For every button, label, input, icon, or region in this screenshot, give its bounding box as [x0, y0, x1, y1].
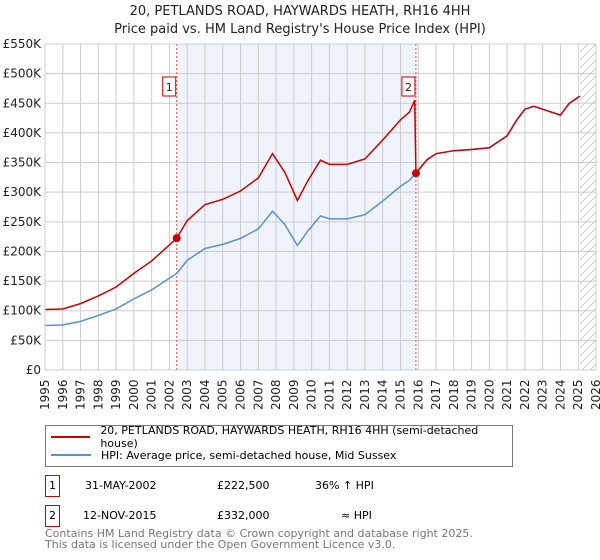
x-tick-label: 2007	[251, 379, 265, 410]
x-tick-label: 1997	[74, 379, 88, 410]
x-tick-label: 2025	[571, 379, 585, 410]
y-tick-label: £350K	[3, 156, 43, 170]
y-tick-label: £250K	[3, 215, 43, 229]
price-line	[44, 95, 581, 311]
x-tick-label: 2026	[589, 379, 600, 410]
footer-line: This data is licensed under the Open Gov…	[45, 538, 396, 551]
y-tick-label: £300K	[3, 185, 43, 199]
x-tick-label: 2003	[180, 379, 194, 410]
x-tick-label: 2016	[411, 379, 425, 410]
transaction-row: 1 31-MAY-2002 £222,500 36% ↑ HPI	[45, 475, 545, 497]
transaction-badge: 2	[45, 505, 60, 527]
x-tick-label: 2002	[162, 379, 176, 410]
x-tick-label: 1998	[91, 379, 105, 410]
x-tick-label: 2020	[482, 379, 496, 410]
forecast-hatch	[580, 44, 596, 370]
y-tick-label: £550K	[3, 37, 43, 51]
transaction-badge: 1	[45, 475, 60, 497]
owned-period-shade	[176, 44, 416, 370]
transaction-hpi: ≈ HPI	[341, 509, 372, 522]
x-tick-label: 2023	[536, 379, 550, 410]
footer-line: Contains HM Land Registry data © Crown c…	[45, 527, 473, 540]
legend-swatch-price	[51, 436, 91, 438]
x-tick-label: 2005	[216, 379, 230, 410]
x-tick-label: 1999	[109, 379, 123, 410]
y-tick-label: £0	[26, 363, 41, 377]
legend-label-price: 20, PETLANDS ROAD, HAYWARDS HEATH, RH16 …	[100, 424, 479, 450]
y-tick-label: £50K	[10, 333, 42, 347]
footer: Contains HM Land Registry data © Crown c…	[45, 528, 473, 550]
legend: 20, PETLANDS ROAD, HAYWARDS HEATH, RH16 …	[45, 424, 513, 467]
annotation-box	[162, 76, 177, 97]
y-tick-label: £150K	[3, 274, 43, 288]
transaction-date: 31-MAY-2002	[85, 479, 157, 492]
x-tick-label: 2010	[305, 379, 319, 410]
transaction-price: £332,000	[217, 509, 270, 522]
transaction-hpi: 36% ↑ HPI	[315, 479, 374, 492]
price-chart: 1995 1996 1997 1998 1999 2000 2001 2002 2003 2004…	[3, 37, 600, 410]
x-tick-label: 1996	[56, 379, 70, 410]
annotation-label: 2	[405, 81, 412, 94]
x-tick-label: 2022	[518, 379, 532, 410]
x-tick-label: 2012	[340, 379, 354, 410]
x-tick-label: 2013	[358, 379, 372, 410]
chart-title: 20, PETLANDS ROAD, HAYWARDS HEATH, RH16 …	[129, 4, 471, 19]
legend-item-hpi: HPI: Average price, semi-detached house,…	[51, 447, 396, 463]
sale-point	[411, 169, 420, 178]
x-tick-label: 2006	[234, 379, 248, 410]
x-tick-label: 2008	[269, 379, 283, 410]
annotation-box	[401, 76, 416, 97]
x-tick-label: 2015	[393, 379, 407, 410]
x-tick-label: 2018	[447, 379, 461, 410]
x-tick-label: 1995	[38, 379, 52, 410]
x-tick-label: 2024	[553, 379, 567, 410]
x-tick-label: 2019	[465, 379, 479, 410]
annotation-label: 1	[166, 81, 173, 94]
y-tick-label: £200K	[3, 244, 43, 258]
y-tick-label: £450K	[3, 96, 43, 110]
transaction-row: 2 12-NOV-2015 £332,000 ≈ HPI	[45, 505, 545, 527]
y-tick-label: £100K	[3, 304, 43, 318]
x-tick-label: 2011	[322, 379, 336, 410]
x-tick-label: 2009	[287, 379, 301, 410]
x-tick-label: 2014	[376, 379, 390, 410]
y-tick-label: £400K	[3, 126, 43, 140]
transaction-date: 12-NOV-2015	[83, 509, 157, 522]
plot-border	[44, 43, 597, 371]
chart-subtitle: Price paid vs. HM Land Registry's House …	[114, 22, 486, 37]
x-tick-label: 2021	[500, 379, 514, 410]
x-tick-label: 2017	[429, 379, 443, 410]
x-tick-label: 2000	[127, 379, 141, 410]
x-tick-label: 2004	[198, 379, 212, 410]
transaction-price: £222,500	[217, 479, 270, 492]
x-tick-label: 2001	[145, 379, 159, 410]
legend-item-price: 20, PETLANDS ROAD, HAYWARDS HEATH, RH16 …	[51, 424, 512, 450]
y-tick-label: £500K	[3, 67, 43, 81]
legend-swatch-hpi	[51, 454, 91, 456]
legend-label-hpi: HPI: Average price, semi-detached house,…	[101, 448, 397, 462]
sale-point	[172, 234, 181, 243]
